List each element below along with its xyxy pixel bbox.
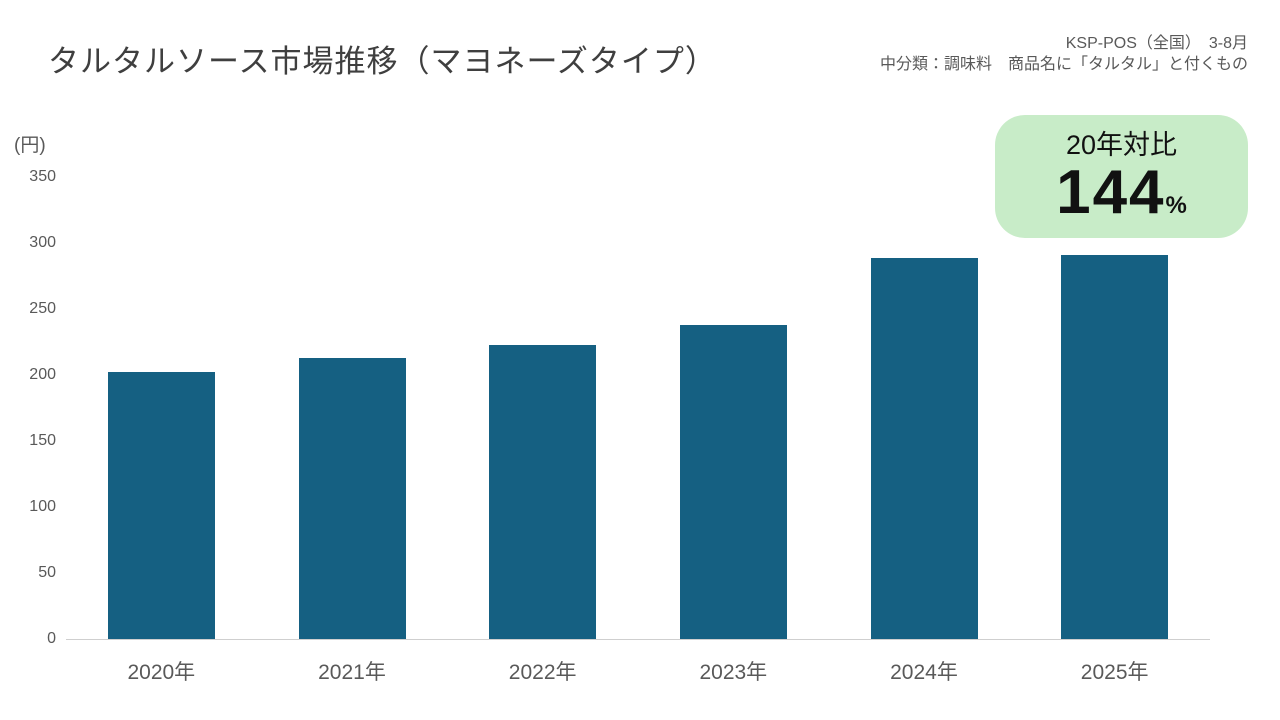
y-tick-label-50: 50 (38, 564, 56, 581)
data-source-note: KSP-POS（全国） 3-8月 中分類：調味料 商品名に「タルタル」と付くもの (880, 33, 1248, 75)
y-axis-unit-label: (円) (14, 135, 46, 156)
y-tick-label-250: 250 (29, 300, 56, 317)
x-tick-label-2020年: 2020年 (127, 661, 196, 684)
plot-area (66, 177, 1210, 640)
badge-unit: % (1165, 192, 1187, 219)
y-tick-label-300: 300 (29, 234, 56, 251)
y-tick-label-0: 0 (47, 630, 56, 647)
data-source-line1: KSP-POS（全国） 3-8月 (1065, 35, 1248, 52)
x-tick-label-2022年: 2022年 (508, 661, 577, 684)
badge-value: 144 (1056, 158, 1166, 227)
bar-2025年 (1061, 254, 1169, 639)
y-tick-label-100: 100 (29, 498, 56, 515)
bar-2020年 (107, 372, 215, 639)
comparison-badge: 20年対比 144% (995, 115, 1248, 238)
y-tick-label-150: 150 (29, 432, 56, 449)
x-tick-label-2024年: 2024年 (890, 661, 958, 684)
bar-2022年 (489, 344, 597, 639)
bar-2023年 (679, 324, 787, 639)
bar-2024年 (870, 257, 978, 639)
x-tick-label-2021年: 2021年 (318, 661, 386, 684)
badge-label: 20年対比 (1065, 130, 1178, 160)
y-tick-label-200: 200 (29, 366, 56, 383)
x-tick-label-2023年: 2023年 (699, 661, 768, 684)
x-tick-label-2025年: 2025年 (1080, 661, 1149, 684)
bar-2021年 (298, 357, 406, 639)
data-source-line2: 中分類：調味料 商品名に「タルタル」と付くもの (879, 56, 1248, 73)
y-tick-label-350: 350 (29, 168, 56, 185)
chart-title: タルタルソース市場推移（マヨネーズタイプ） (48, 44, 717, 79)
badge-value-row: 144% (995, 161, 1248, 241)
